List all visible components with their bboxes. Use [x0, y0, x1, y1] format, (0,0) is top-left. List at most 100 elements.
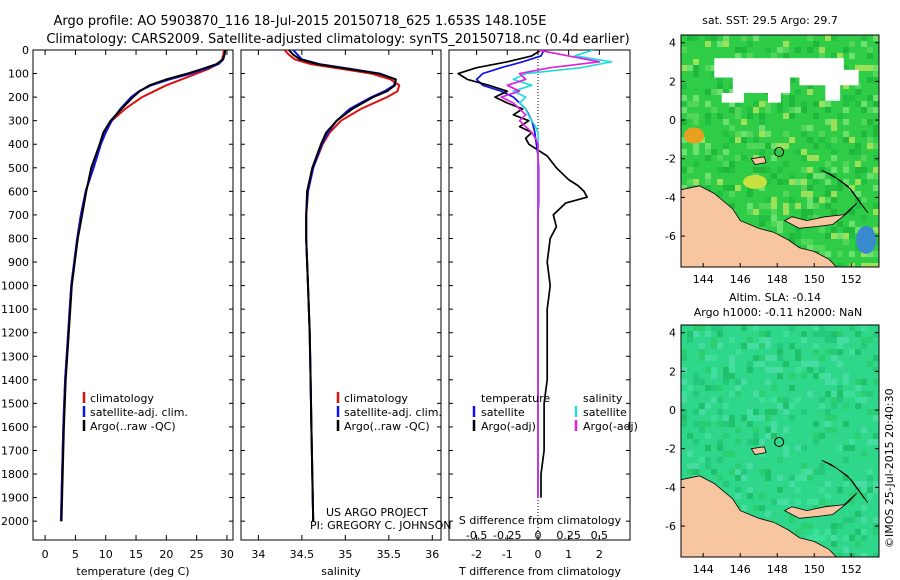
- map-cell: [861, 451, 867, 457]
- map-cell: [723, 379, 729, 385]
- map-cell: [843, 227, 849, 233]
- map-cell: [867, 53, 873, 59]
- map-cell: [843, 107, 849, 113]
- map-y-tick-label: -6: [665, 230, 676, 243]
- map-cell: [699, 457, 705, 463]
- map-cell: [741, 415, 747, 421]
- map-cell: [783, 209, 789, 215]
- header-title-line2: Climatology: CARS2009. Satellite-adjuste…: [46, 32, 629, 47]
- map-cell: [765, 475, 771, 481]
- legend-satellite-label: satellite-adj. clim.: [90, 406, 188, 419]
- map-cell: [759, 131, 765, 137]
- map-cell: [819, 463, 825, 469]
- map-cell: [807, 239, 813, 245]
- map-cell: [813, 325, 819, 331]
- map-cell: [849, 209, 855, 215]
- map-cell: [837, 445, 843, 451]
- map-cell: [789, 77, 795, 83]
- map-cell: [819, 227, 825, 233]
- x-tick-label: 25: [190, 548, 204, 561]
- y-tick-label: 300: [8, 115, 29, 128]
- map-cell: [855, 331, 861, 337]
- map-cell: [819, 487, 825, 493]
- map-cell: [735, 463, 741, 469]
- map-cell: [735, 131, 741, 137]
- map-cell: [771, 197, 777, 203]
- map-cell: [873, 263, 879, 267]
- project-credit: US ARGO PROJECT: [326, 506, 428, 519]
- missing-data-patch: [799, 69, 859, 86]
- map-cell: [735, 439, 741, 445]
- map-cell: [687, 337, 693, 343]
- map-cell: [777, 487, 783, 493]
- map-cell: [861, 391, 867, 397]
- map-cell: [711, 373, 717, 379]
- map-cell: [801, 475, 807, 481]
- map-cell: [741, 505, 747, 511]
- map-cell: [855, 529, 861, 535]
- map-cell: [717, 83, 723, 89]
- map-cell: [777, 397, 783, 403]
- land-manus: [750, 446, 767, 455]
- map-cell: [693, 391, 699, 397]
- map-cell: [789, 233, 795, 239]
- map-cell: [759, 101, 765, 107]
- map-cell: [753, 143, 759, 149]
- map-cell: [765, 179, 771, 185]
- map-cell: [741, 475, 747, 481]
- map-cell: [765, 415, 771, 421]
- map-cell: [843, 445, 849, 451]
- map-y-tick-label: 2: [669, 75, 676, 88]
- map-cell: [681, 107, 687, 113]
- map-cell: [711, 397, 717, 403]
- map-cell: [699, 403, 705, 409]
- map-cell: [759, 439, 765, 445]
- map-cell: [771, 155, 777, 161]
- map-cell: [705, 173, 711, 179]
- map-cell: [777, 373, 783, 379]
- map-cell: [819, 535, 825, 541]
- map-cell: [849, 349, 855, 355]
- map-cell: [735, 379, 741, 385]
- legend-argo-label: Argo(..raw -QC): [344, 420, 430, 433]
- land-new-guinea: [681, 475, 837, 557]
- map-cell: [753, 427, 759, 433]
- map-cell: [765, 215, 771, 221]
- map-cell: [735, 385, 741, 391]
- map-cell: [867, 137, 873, 143]
- map-cell: [789, 385, 795, 391]
- map-cell: [867, 493, 873, 499]
- map-cell: [855, 149, 861, 155]
- map-cell: [729, 367, 735, 373]
- map-cell: [855, 403, 861, 409]
- map-cell: [771, 385, 777, 391]
- map-cell: [825, 427, 831, 433]
- map-cell: [729, 203, 735, 209]
- float-position-marker: [774, 147, 785, 158]
- map-cell: [867, 469, 873, 475]
- map-cell: [747, 361, 753, 367]
- map-cell: [807, 197, 813, 203]
- map-cell: [723, 415, 729, 421]
- map-cell: [693, 469, 699, 475]
- map-cell: [837, 53, 843, 59]
- map-cell: [753, 325, 759, 331]
- map-cell: [819, 197, 825, 203]
- missing-data-patch: [732, 77, 791, 93]
- map-cell: [705, 113, 711, 119]
- map-cell: [777, 367, 783, 373]
- legend-temperature-title: temperature: [481, 392, 550, 405]
- map-cell: [813, 343, 819, 349]
- map-cell: [825, 331, 831, 337]
- map-cell: [771, 433, 777, 439]
- map-cell: [717, 385, 723, 391]
- map-cell: [771, 397, 777, 403]
- series-line-argo-raw-qc-: [288, 50, 397, 522]
- map-cell: [705, 421, 711, 427]
- map-cell: [843, 101, 849, 107]
- y-tick-label: 1000: [1, 280, 29, 293]
- legend-sal-argo-label: Argo(-adj): [583, 420, 638, 433]
- map-cell: [759, 469, 765, 475]
- map-cell: [765, 379, 771, 385]
- x-tick-label: 10: [99, 548, 113, 561]
